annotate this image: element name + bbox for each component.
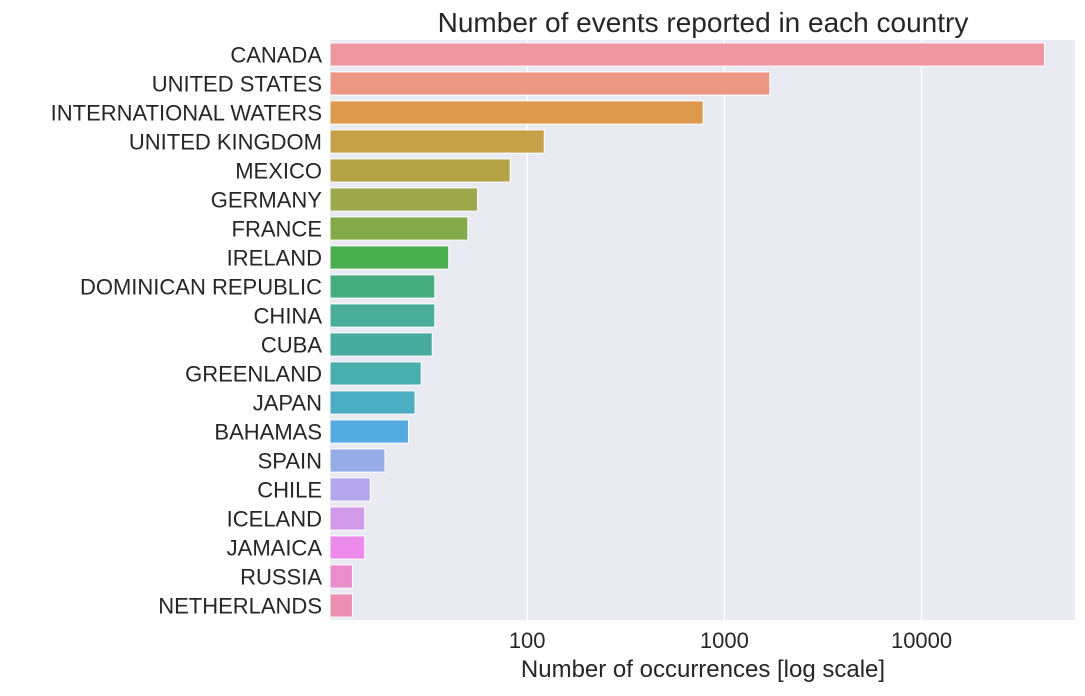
bar-cuba [329,332,433,357]
x-axis-label: Number of occurrences [log scale] [521,656,885,683]
bar-chile [329,477,371,502]
bar-iceland [329,506,366,531]
bar-dominican-republic [329,274,436,299]
bar-mexico [329,158,511,183]
bar-jamaica [329,535,366,560]
bar-spain [329,448,386,473]
x-tick-labels: 100 1000 10000 [509,628,952,653]
category-label: JAMAICA [227,536,323,561]
chart-title: Number of events reported in each countr… [438,7,969,38]
bar-netherlands [329,593,353,618]
bar-ireland [329,245,450,270]
category-label: DOMINICAN REPUBLIC [80,275,322,300]
category-label: GERMANY [211,188,323,213]
category-label: IRELAND [227,246,322,271]
bars [329,42,1045,618]
bar-germany [329,187,479,212]
x-tick-label: 1000 [700,628,749,653]
category-label: GREENLAND [185,362,322,387]
x-tick-label: 100 [509,628,546,653]
category-label: UNITED KINGDOM [129,130,322,155]
category-label: CUBA [261,333,322,358]
x-tick-label: 10000 [891,628,952,653]
category-label: CHILE [257,478,322,503]
category-labels: CANADA UNITED STATES INTERNATIONAL WATERS U… [51,43,323,619]
category-label: RUSSIA [240,565,322,590]
category-label: INTERNATIONAL WATERS [51,101,322,126]
bar-international-waters [329,100,704,125]
bar-united-states [329,71,771,96]
category-label: SPAIN [258,449,322,474]
category-label: FRANCE [232,217,322,242]
bar-united-kingdom [329,129,545,154]
category-label: CHINA [254,304,323,329]
bar-greenland [329,361,422,386]
bar-bahamas [329,419,409,444]
category-label: ICELAND [227,507,322,532]
category-label: UNITED STATES [152,72,322,97]
bar-china [329,303,436,328]
category-label: JAPAN [253,391,322,416]
bar-russia [329,564,353,589]
category-label: MEXICO [235,159,322,184]
category-label: CANADA [230,43,322,68]
category-label: NETHERLANDS [158,594,322,619]
category-label: BAHAMAS [214,420,322,445]
bar-japan [329,390,416,415]
bar-france [329,216,469,241]
bar-canada [329,42,1045,67]
plot-background [330,40,1075,620]
